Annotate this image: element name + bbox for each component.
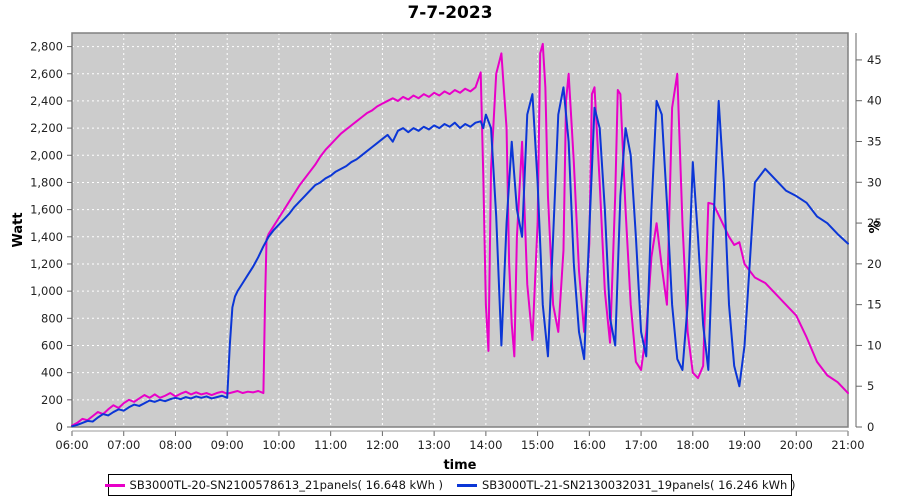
x-axis-tick-label: 20:00: [780, 438, 813, 452]
x-axis-tick-label: 17:00: [624, 438, 657, 452]
y2-axis-tick-label: 40: [867, 94, 882, 108]
x-axis-tick-label: 12:00: [366, 438, 399, 452]
y-axis-tick-label: 1,200: [30, 257, 63, 271]
y-axis-title: Watt: [11, 212, 26, 247]
y-axis-tick-label: 400: [41, 366, 63, 380]
x-axis-tick-label: 21:00: [831, 438, 864, 452]
y-axis-tick-label: 2,400: [30, 94, 63, 108]
y-axis-tick-label: 800: [41, 311, 63, 325]
y-axis-tick-label: 1,000: [30, 284, 63, 298]
legend-label-series-1: SB3000TL-20-SN2100578613_21panels( 16.64…: [129, 478, 443, 492]
y-axis-tick-label: 0: [56, 420, 63, 434]
y2-axis-tick-label: 5: [867, 379, 874, 393]
x-axis-tick-label: 18:00: [676, 438, 709, 452]
x-axis-tick-label: 13:00: [418, 438, 451, 452]
x-axis-title: time: [443, 458, 476, 473]
y2-axis-tick-label: 25: [867, 216, 882, 230]
y-axis-tick-label: 2,200: [30, 121, 63, 135]
series-line-2: [71, 86, 849, 428]
y2-axis-title: %: [868, 220, 883, 233]
legend-item-series-2[interactable]: SB3000TL-21-SN2130032031_19panels( 16.24…: [457, 478, 795, 492]
y-axis-tick-label: 1,400: [30, 230, 63, 244]
x-axis-tick-label: 11:00: [314, 438, 347, 452]
chart-legend: SB3000TL-20-SN2100578613_21panels( 16.64…: [104, 474, 795, 496]
y2-axis-tick-label: 15: [867, 298, 882, 312]
y2-axis-tick-label: 20: [867, 257, 882, 271]
y-axis-tick-label: 2,000: [30, 148, 63, 162]
series-line-1: [71, 42, 849, 427]
x-axis-tick-label: 07:00: [107, 438, 140, 452]
y-axis-tick-label: 2,600: [30, 67, 63, 81]
x-axis-tick-label: 06:00: [55, 438, 88, 452]
legend-item-series-1[interactable]: SB3000TL-20-SN2100578613_21panels( 16.64…: [104, 478, 443, 492]
y2-axis-tick-label: 10: [867, 338, 882, 352]
plot-frame: [71, 32, 849, 428]
plot-background: [72, 33, 848, 427]
y2-axis-tick-label: 35: [867, 134, 882, 148]
y-axis-tick-label: 600: [41, 338, 63, 352]
x-axis-tick-label: 10:00: [262, 438, 295, 452]
legend-swatch-series-1: [104, 483, 125, 487]
y-axis-tick-label: 1,600: [30, 203, 63, 217]
legend-swatch-series-2: [457, 483, 477, 487]
y2-axis-tick-label: 45: [867, 53, 882, 67]
y2-axis-tick-label: 0: [867, 420, 874, 434]
y-axis-tick-label: 2,800: [30, 40, 63, 54]
x-axis-tick-label: 16:00: [573, 438, 606, 452]
y-axis-tick-label: 1,800: [30, 175, 63, 189]
x-axis-tick-label: 14:00: [469, 438, 502, 452]
x-axis-tick-label: 19:00: [728, 438, 761, 452]
legend-label-series-2: SB3000TL-21-SN2130032031_19panels( 16.24…: [482, 478, 796, 492]
y-axis-tick-label: 200: [41, 393, 63, 407]
x-axis-tick-label: 15:00: [521, 438, 554, 452]
y2-axis-tick-label: 30: [867, 175, 882, 189]
x-axis-tick-label: 09:00: [211, 438, 244, 452]
x-axis-tick-label: 08:00: [159, 438, 192, 452]
chart-title: 7-7-2023: [407, 3, 493, 23]
